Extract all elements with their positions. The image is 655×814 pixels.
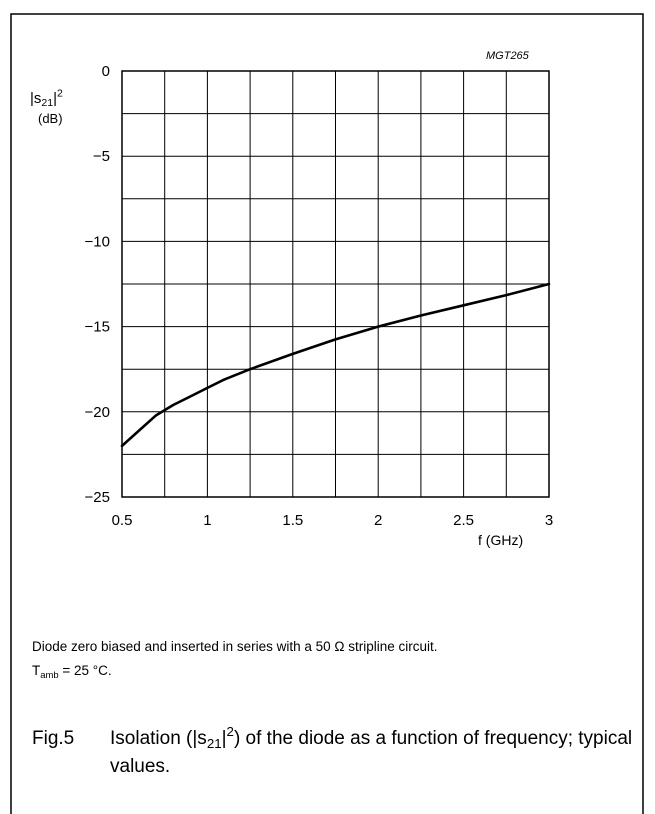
x-tick-label: 1.5 xyxy=(282,512,303,529)
figure-note: Diode zero biased and inserted in series… xyxy=(32,635,438,683)
tamb-symbol: T xyxy=(32,663,41,678)
caption-subscript: 21 xyxy=(206,735,222,751)
y-tick-label: −20 xyxy=(85,404,110,421)
y-tick-label: −25 xyxy=(85,489,110,506)
note-line-2: Tamb = 25 °C. xyxy=(32,659,438,683)
frame-border xyxy=(10,13,644,814)
caption-text: Isolation (|s21|2) of the diode as a fun… xyxy=(110,725,650,781)
figure-code: MGT265 xyxy=(486,50,529,62)
x-tick-label: 0.5 xyxy=(112,512,133,529)
caption-part-2: | xyxy=(221,728,227,749)
y-axis-unit: (dB) xyxy=(38,111,63,126)
x-axis-label: f (GHz) xyxy=(478,532,524,548)
x-tick-label: 2.5 xyxy=(453,512,474,529)
x-tick-label: 2 xyxy=(374,512,382,529)
y-tick-label: 0 xyxy=(102,63,110,80)
tamb-value: = 25 °C. xyxy=(58,663,112,678)
y-axis-label: |s21|2 (dB) xyxy=(30,88,63,128)
caption-part-3: ) of the diode as a function of frequenc… xyxy=(110,728,633,777)
tamb-subscript: amb xyxy=(40,669,59,681)
caption-superscript: 2 xyxy=(226,724,234,740)
note-line-1: Diode zero biased and inserted in series… xyxy=(32,639,438,654)
y-tick-label: −10 xyxy=(85,233,110,250)
series-line xyxy=(120,282,551,448)
series-line-group xyxy=(120,282,551,448)
y-tick-label: −15 xyxy=(85,319,110,336)
y-tick-label: −5 xyxy=(93,148,110,165)
y-axis-label-text: |s21|2 xyxy=(30,87,63,110)
chart-grid xyxy=(121,70,550,498)
figure-number: Fig.5 xyxy=(32,728,75,749)
x-tick-label: 3 xyxy=(545,512,553,529)
isolation-chart: 0.5 1 1.5 2 2.5 3 0 −5 −10 −15 −20 −25 xyxy=(85,63,554,529)
x-tick-label: 1 xyxy=(203,512,211,529)
axis-tick-labels: 0.5 1 1.5 2 2.5 3 0 −5 −10 −15 −20 −25 xyxy=(85,63,554,529)
caption-part-1: Isolation (|s xyxy=(110,728,207,749)
